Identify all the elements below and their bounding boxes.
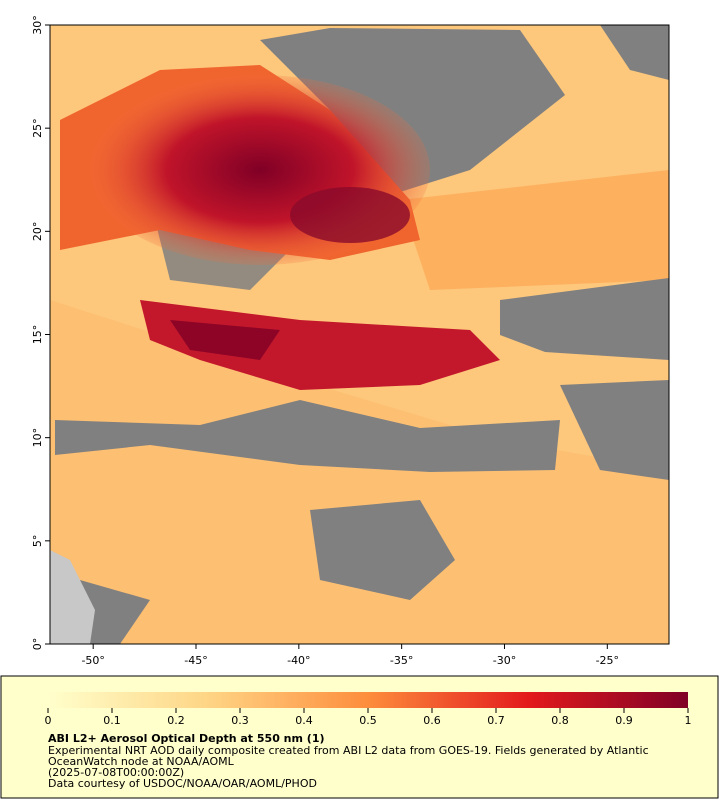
legend-line: Experimental NRT AOD daily composite cre…: [48, 744, 649, 757]
colorbar-tick-label: 0.3: [231, 714, 249, 727]
colorbar-tick-label: 0.6: [423, 714, 441, 727]
no-data: [600, 25, 669, 80]
no-data: [55, 400, 560, 472]
colorbar-tick-label: 0.2: [167, 714, 185, 727]
colorbar-tick-label: 0.5: [359, 714, 377, 727]
no-data: [310, 500, 455, 600]
colorbar-tick-label: 1: [685, 714, 692, 727]
southern-haze: [50, 300, 669, 644]
y-tick-label: 20°: [31, 222, 44, 242]
x-tick-label: -45°: [184, 654, 207, 667]
no-data: [500, 278, 669, 360]
x-tick-label: -35°: [390, 654, 413, 667]
colorbar-tick-label: 0.9: [615, 714, 633, 727]
y-tick-label: 5°: [31, 535, 44, 548]
land: [50, 550, 95, 644]
colorbar-tick-label: 0.1: [103, 714, 121, 727]
colorbar-tick-label: 0.8: [551, 714, 569, 727]
no-data: [260, 28, 565, 192]
x-tick-label: -50°: [81, 654, 104, 667]
y-tick-label: 10°: [31, 428, 44, 448]
map-area: [50, 25, 669, 644]
colorbar-tick-label: 0: [45, 714, 52, 727]
y-tick-label: 15°: [31, 325, 44, 345]
no-data: [560, 380, 669, 480]
aerosol-core: [170, 320, 280, 360]
legend-line: OceanWatch node at NOAA/AOML: [48, 755, 235, 768]
aerosol-band: [140, 300, 500, 390]
axes: -50° -45° -40° -35° -30° -25° 0° 5° 10° 15° 20° 25°…: [31, 15, 619, 667]
legend-line: Data courtesy of USDOC/NOAA/OAR/AOML/PHO…: [48, 777, 317, 790]
no-data: [80, 580, 150, 644]
y-tick-label: 0°: [31, 638, 44, 651]
aerosol-core: [290, 187, 410, 243]
y-tick-label: 30°: [31, 15, 44, 35]
x-tick-label: -40°: [287, 654, 310, 667]
colorbar: [48, 692, 688, 708]
legend-title: ABI L2+ Aerosol Optical Depth at 550 nm …: [48, 732, 325, 745]
plume-band: [400, 170, 669, 290]
colorbar-ticks: 0 0.1 0.2 0.3 0.4 0.5 0.6 0.7 0.8 0.9 1: [45, 708, 692, 727]
colorbar-tick-label: 0.7: [487, 714, 505, 727]
colorbar-tick-label: 0.4: [295, 714, 313, 727]
x-tick-label: -30°: [493, 654, 516, 667]
x-tick-label: -25°: [596, 654, 619, 667]
legend-line: (2025-07-08T00:00:00Z): [48, 766, 184, 779]
y-tick-label: 25°: [31, 118, 44, 138]
